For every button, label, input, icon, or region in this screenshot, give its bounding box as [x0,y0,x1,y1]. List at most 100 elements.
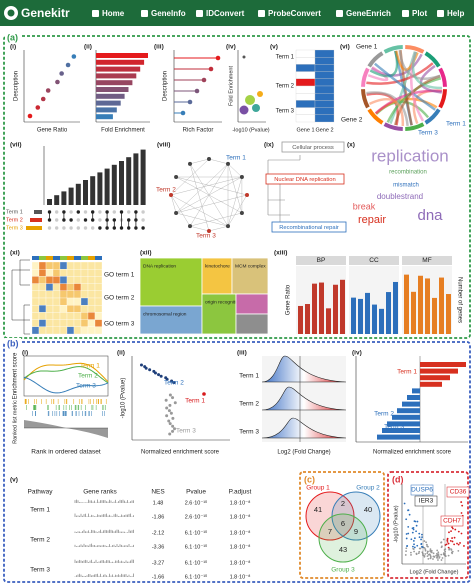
volcano-point [448,531,450,534]
bar [96,107,117,113]
word: doublestrand [377,192,423,201]
volcano-point [451,540,454,543]
label: Term 2 [164,380,184,387]
gene-label: CDH7 [443,518,461,525]
heat-cell [87,326,96,335]
heat-cell [73,305,82,313]
volcano-point [425,541,427,544]
dot [157,373,161,377]
cell-value: 2.6·10⁻¹⁰ [185,513,208,520]
bar [372,304,377,334]
panel-b-frame [3,341,471,583]
bar [298,305,303,334]
volcano-point [413,550,415,553]
node [169,192,173,197]
subpanel-label: (iv) [352,350,362,357]
volcano-point [421,533,423,536]
edge [175,176,243,214]
panel-label-bg [302,474,318,486]
dot [173,401,177,405]
matrix-dot [141,210,145,214]
matrix-dot [98,218,102,222]
matrix-dot [69,210,73,214]
matrix-dot [69,226,73,230]
volcano-point [415,530,417,533]
subpanel-label: (viii) [157,142,170,149]
label: Gene 2 [315,127,333,133]
bar [351,297,356,334]
annotation-cell [60,256,67,260]
facet-strip [349,256,399,265]
heat-cell [52,276,61,284]
cell-value: 1.8·10⁻⁸ [230,499,251,506]
subpanel-label: (iii) [237,350,247,357]
heat-cell [80,283,89,291]
matrix-dot [47,226,52,230]
es-curve [23,366,109,384]
dot [27,113,33,119]
volcano-point [411,531,414,534]
volcano-point [444,548,447,551]
cell-value: 6.1·10⁻¹⁰ [185,529,208,536]
volcano-point [447,542,450,545]
heat-cell [94,261,103,270]
heat-cell [52,290,61,299]
node [239,175,244,180]
cell-value: 1.48 [153,500,164,506]
annotation-cell [74,256,81,260]
bar [420,368,458,374]
node [206,229,211,233]
bar [333,284,338,334]
heat-cell [59,305,68,313]
bar [96,73,137,79]
heat-cell [66,305,75,313]
matrix-dot [127,210,131,214]
node [239,211,244,216]
volcano-point [414,520,417,523]
bubble [242,55,246,59]
volcano-point [424,553,427,555]
venn-count: 9 [354,527,358,536]
nav-icon [437,10,444,17]
label: Term 2 [276,84,295,90]
dot [35,105,41,110]
bar [96,80,133,86]
nav-bar [0,0,474,26]
matrix-dot [76,218,81,222]
volcano-point [410,554,412,556]
volcano-point [432,552,435,555]
tree-node [281,141,345,153]
bar [387,421,420,427]
bar [446,294,451,334]
volcano-point [413,543,415,546]
heat-cell [314,114,335,123]
word: replication [371,146,449,165]
tile-label: origin recognition complex [205,299,261,305]
bar [319,282,324,334]
heat-cell [73,297,82,306]
venn-count: 2 [341,499,345,508]
heat-cell [314,93,335,101]
heat-cell [31,305,40,313]
heat-cell [80,276,89,284]
volcano-point [450,548,453,551]
bar [404,274,409,334]
label: Term 2 [6,217,23,223]
panel-label: (b) [7,338,19,348]
label: Log2 (Fold Change) [277,450,330,456]
panel-a-frame [3,35,471,339]
heat-cell [52,269,61,277]
dot [187,99,193,105]
ridge [261,386,347,411]
dot [168,393,172,397]
label: -log10 (Pvalue) [121,378,127,419]
bar [382,428,420,433]
dot [153,371,157,375]
volcano-point [427,558,430,560]
volcano-point [441,557,444,559]
heat-cell [295,85,316,94]
bar [96,66,141,72]
volcano-point [405,547,408,550]
label: Ranked list metric [12,400,18,444]
heat-cell [314,78,335,87]
